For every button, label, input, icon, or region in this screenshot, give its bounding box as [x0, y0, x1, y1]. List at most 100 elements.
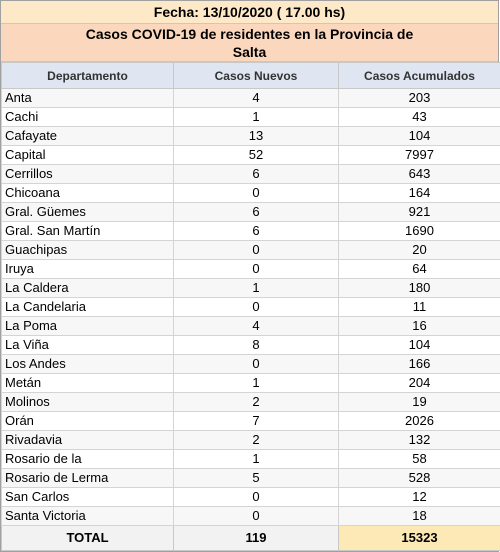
casos-acumulados-cell: 180 — [338, 278, 500, 298]
table-row: Capital 52 7997 — [1, 145, 500, 165]
casos-nuevos-cell: 0 — [173, 354, 339, 374]
table-row: Orán 7 2026 — [1, 411, 500, 431]
casos-acumulados-cell: 921 — [338, 202, 500, 222]
departamento-cell: La Poma — [1, 316, 174, 336]
column-header-departamento: Departamento — [1, 62, 174, 89]
table-row: La Caldera 1 180 — [1, 278, 500, 298]
departamento-cell: Santa Victoria — [1, 506, 174, 526]
casos-acumulados-cell: 528 — [338, 468, 500, 488]
table-row: Rosario de Lerma 5 528 — [1, 468, 500, 488]
table-row: Anta 4 203 — [1, 88, 500, 108]
departamento-cell: Capital — [1, 145, 174, 165]
departamento-cell: Gral. Güemes — [1, 202, 174, 222]
departamento-cell: Rivadavia — [1, 430, 174, 450]
casos-nuevos-cell: 0 — [173, 487, 339, 507]
report-title-line-2: Salta — [232, 44, 267, 60]
departamento-cell: Cachi — [1, 107, 174, 127]
table-row: Los Andes 0 166 — [1, 354, 500, 374]
casos-nuevos-cell: 4 — [173, 88, 339, 108]
departamento-cell: Molinos — [1, 392, 174, 412]
table-row: Rivadavia 2 132 — [1, 430, 500, 450]
casos-acumulados-cell: 16 — [338, 316, 500, 336]
table-row: Rosario de la 1 58 — [1, 449, 500, 469]
table-row: Cachi 1 43 — [1, 107, 500, 127]
casos-acumulados-cell: 18 — [338, 506, 500, 526]
table-row: Molinos 2 19 — [1, 392, 500, 412]
departamento-cell: Orán — [1, 411, 174, 431]
departamento-cell: Cafayate — [1, 126, 174, 146]
casos-nuevos-cell: 0 — [173, 259, 339, 279]
casos-acumulados-cell: 1690 — [338, 221, 500, 241]
total-casos-nuevos: 119 — [173, 525, 339, 551]
report-title: Casos COVID-19 de residentes en la Provi… — [1, 24, 498, 62]
casos-nuevos-cell: 5 — [173, 468, 339, 488]
table-row: La Viña 8 104 — [1, 335, 500, 355]
casos-acumulados-cell: 12 — [338, 487, 500, 507]
casos-acumulados-cell: 104 — [338, 335, 500, 355]
casos-acumulados-cell: 643 — [338, 164, 500, 184]
casos-nuevos-cell: 6 — [173, 164, 339, 184]
casos-acumulados-cell: 164 — [338, 183, 500, 203]
casos-nuevos-cell: 8 — [173, 335, 339, 355]
casos-nuevos-cell: 6 — [173, 221, 339, 241]
casos-nuevos-cell: 52 — [173, 145, 339, 165]
total-row: TOTAL 119 15323 — [1, 525, 500, 551]
table-row: La Poma 4 16 — [1, 316, 500, 336]
table-row: Gral. San Martín 6 1690 — [1, 221, 500, 241]
table-row: Chicoana 0 164 — [1, 183, 500, 203]
table-header-row: Departamento Casos Nuevos Casos Acumulad… — [1, 62, 500, 89]
casos-nuevos-cell: 1 — [173, 278, 339, 298]
report-date: Fecha: 13/10/2020 ( 17.00 hs) — [1, 1, 498, 24]
casos-acumulados-cell: 7997 — [338, 145, 500, 165]
casos-acumulados-cell: 20 — [338, 240, 500, 260]
casos-acumulados-cell: 104 — [338, 126, 500, 146]
casos-nuevos-cell: 0 — [173, 240, 339, 260]
casos-nuevos-cell: 7 — [173, 411, 339, 431]
casos-nuevos-cell: 1 — [173, 449, 339, 469]
departamento-cell: Iruya — [1, 259, 174, 279]
table-row: Guachipas 0 20 — [1, 240, 500, 260]
casos-acumulados-cell: 204 — [338, 373, 500, 393]
departamento-cell: Chicoana — [1, 183, 174, 203]
casos-nuevos-cell: 6 — [173, 202, 339, 222]
casos-nuevos-cell: 0 — [173, 183, 339, 203]
table-row: Santa Victoria 0 18 — [1, 506, 500, 526]
table-row: Cerrillos 6 643 — [1, 164, 500, 184]
casos-nuevos-cell: 2 — [173, 430, 339, 450]
casos-nuevos-cell: 1 — [173, 107, 339, 127]
column-header-casos-nuevos: Casos Nuevos — [173, 62, 339, 89]
departamento-cell: Guachipas — [1, 240, 174, 260]
table-row: La Candelaria 0 11 — [1, 297, 500, 317]
departamento-cell: Rosario de Lerma — [1, 468, 174, 488]
departamento-cell: Metán — [1, 373, 174, 393]
table-row: Gral. Güemes 6 921 — [1, 202, 500, 222]
total-casos-acumulados: 15323 — [338, 525, 500, 551]
departamento-cell: Los Andes — [1, 354, 174, 374]
column-header-casos-acumulados: Casos Acumulados — [338, 62, 500, 89]
casos-acumulados-cell: 203 — [338, 88, 500, 108]
table-row: Iruya 0 64 — [1, 259, 500, 279]
casos-acumulados-cell: 11 — [338, 297, 500, 317]
table-row: San Carlos 0 12 — [1, 487, 500, 507]
casos-nuevos-cell: 2 — [173, 392, 339, 412]
report-title-line-1: Casos COVID-19 de residentes en la Provi… — [85, 26, 414, 42]
casos-nuevos-cell: 1 — [173, 373, 339, 393]
departamento-cell: Anta — [1, 88, 174, 108]
table-row: Metán 1 204 — [1, 373, 500, 393]
casos-acumulados-cell: 2026 — [338, 411, 500, 431]
casos-acumulados-cell: 19 — [338, 392, 500, 412]
departamento-cell: San Carlos — [1, 487, 174, 507]
departamento-cell: La Caldera — [1, 278, 174, 298]
casos-nuevos-cell: 0 — [173, 506, 339, 526]
departamento-cell: Cerrillos — [1, 164, 174, 184]
total-label: TOTAL — [1, 525, 174, 551]
table-row: Cafayate 13 104 — [1, 126, 500, 146]
departamento-cell: La Viña — [1, 335, 174, 355]
casos-nuevos-cell: 13 — [173, 126, 339, 146]
casos-nuevos-cell: 4 — [173, 316, 339, 336]
casos-acumulados-cell: 64 — [338, 259, 500, 279]
departamento-cell: La Candelaria — [1, 297, 174, 317]
departamento-cell: Rosario de la — [1, 449, 174, 469]
casos-acumulados-cell: 132 — [338, 430, 500, 450]
